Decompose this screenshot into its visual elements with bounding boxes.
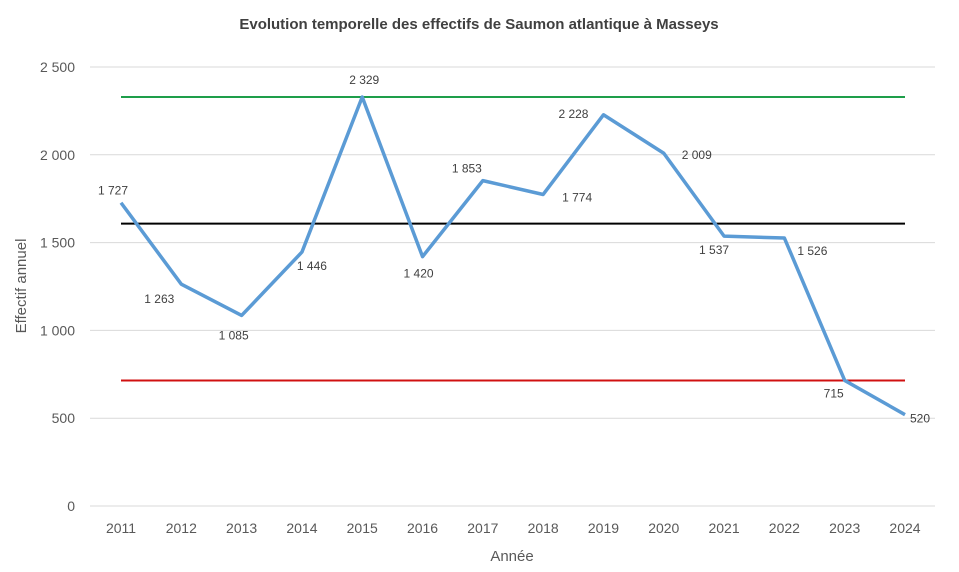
x-tick-label: 2024 <box>889 520 920 536</box>
x-tick-label: 2020 <box>648 520 679 536</box>
x-tick-label: 2023 <box>829 520 860 536</box>
data-label: 2 009 <box>682 148 712 162</box>
data-label: 2 329 <box>349 73 379 87</box>
data-label: 1 085 <box>219 328 249 342</box>
x-tick-label: 2021 <box>708 520 739 536</box>
data-label: 520 <box>910 412 930 426</box>
chart-title: Evolution temporelle des effectifs de Sa… <box>239 16 718 33</box>
data-label: 715 <box>824 386 844 400</box>
data-label: 1 446 <box>297 259 327 273</box>
y-axis-label: Effectif annuel <box>13 239 30 334</box>
y-tick-label: 2 500 <box>40 59 75 75</box>
x-tick-label: 2022 <box>769 520 800 536</box>
data-label: 1 537 <box>699 243 729 257</box>
y-tick-label: 1 000 <box>40 322 75 338</box>
x-tick-label: 2019 <box>588 520 619 536</box>
x-tick-label: 2016 <box>407 520 438 536</box>
y-tick-label: 1 500 <box>40 235 75 251</box>
x-axis-label: Année <box>490 548 533 565</box>
series-line <box>121 97 905 415</box>
data-label: 1 853 <box>452 162 482 176</box>
x-tick-label: 2018 <box>528 520 559 536</box>
data-label: 1 263 <box>144 292 174 306</box>
x-tick-label: 2012 <box>166 520 197 536</box>
data-label: 2 228 <box>558 107 588 121</box>
data-label: 1 420 <box>404 267 434 281</box>
x-tick-label: 2014 <box>286 520 317 536</box>
x-tick-label: 2011 <box>106 520 136 536</box>
data-label: 1 526 <box>797 244 827 258</box>
y-tick-label: 2 000 <box>40 147 75 163</box>
data-label: 1 774 <box>562 190 592 204</box>
y-tick-label: 0 <box>67 498 75 514</box>
x-tick-label: 2015 <box>347 520 378 536</box>
y-tick-label: 500 <box>52 410 76 426</box>
data-label: 1 727 <box>98 184 128 198</box>
x-tick-label: 2013 <box>226 520 257 536</box>
x-tick-label: 2017 <box>467 520 498 536</box>
